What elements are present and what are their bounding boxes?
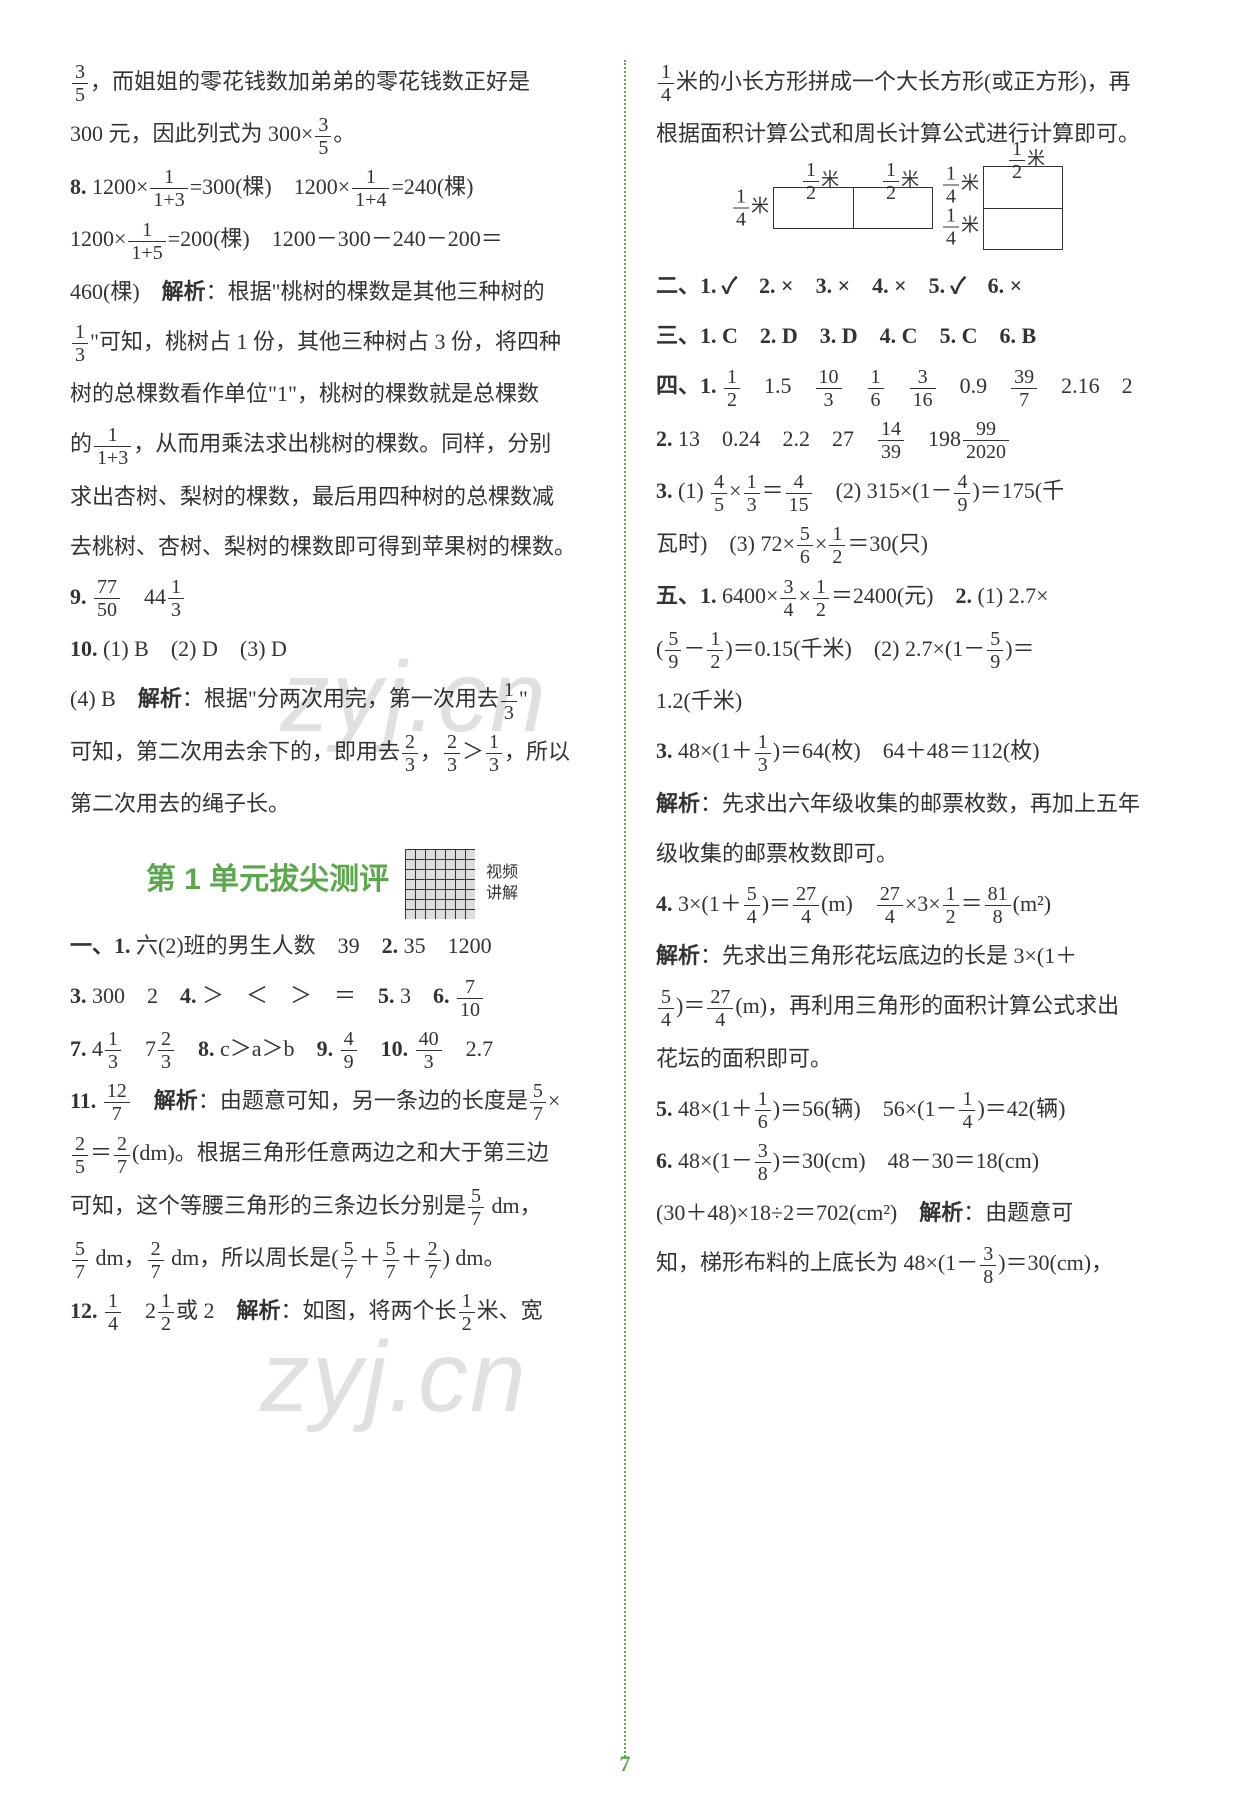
- qr-icon: [405, 849, 475, 919]
- qr-code: 视频讲解: [405, 849, 519, 919]
- page-content: 35，而姐姐的零花钱数加弟弟的零花钱数正好是 300 元，因此列式为 300×3…: [70, 60, 1180, 1757]
- page-number: 7: [620, 1751, 631, 1777]
- right-column: 14米的小长方形拼成一个大长方形(或正方形)，再 根据面积计算公式和周长计算公式…: [656, 60, 1180, 1757]
- unit-title: 第 1 单元拔尖测评: [146, 850, 389, 910]
- column-divider: [624, 60, 626, 1757]
- rectangle-diagram: 12米 12米 14米 12米 14米 14米: [656, 166, 1180, 250]
- left-column: 35，而姐姐的零花钱数加弟弟的零花钱数正好是 300 元，因此列式为 300×3…: [70, 60, 594, 1757]
